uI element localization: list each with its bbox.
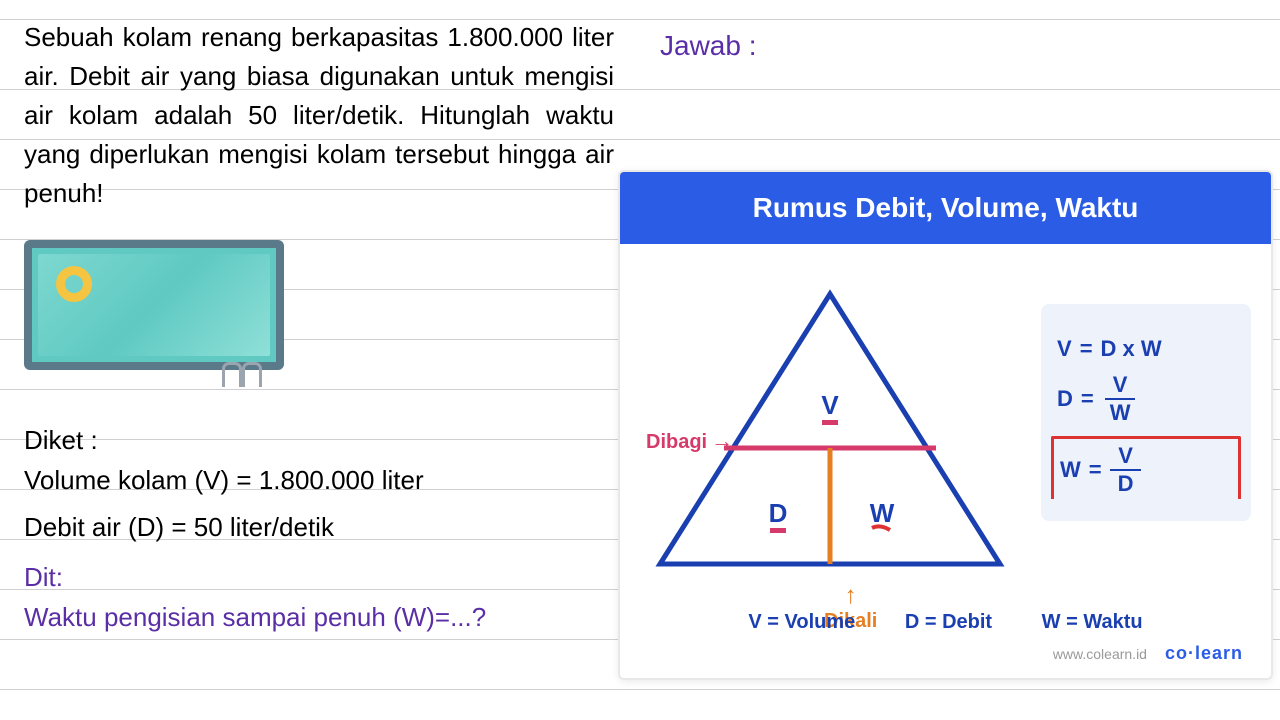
f2-lhs: D bbox=[1057, 386, 1073, 412]
answer-label: Jawab : bbox=[660, 30, 757, 62]
pool-ladder-icon bbox=[222, 362, 262, 384]
f3-den: D bbox=[1110, 471, 1142, 497]
f1-rhs: D x W bbox=[1101, 336, 1162, 362]
f3-fraction: V D bbox=[1110, 443, 1142, 497]
f2-fraction: V W bbox=[1102, 372, 1139, 426]
equals-sign: = bbox=[1081, 386, 1094, 412]
footer-brand: co·learn bbox=[1165, 643, 1243, 664]
given-section: Diket : Volume kolam (V) = 1.800.000 lit… bbox=[24, 420, 486, 637]
formula-w-highlighted: W = V D bbox=[1051, 436, 1241, 499]
float-ring-icon bbox=[56, 266, 92, 302]
problem-statement: Sebuah kolam renang berkapasitas 1.800.0… bbox=[24, 18, 614, 213]
formula-d: D = V W bbox=[1057, 372, 1235, 426]
diket-label: Diket : bbox=[24, 420, 486, 460]
pool-illustration bbox=[24, 240, 284, 370]
diket-volume: Volume kolam (V) = 1.800.000 liter bbox=[24, 460, 486, 500]
f2-num: V bbox=[1105, 372, 1136, 400]
legend-w: W = Waktu bbox=[1042, 611, 1143, 633]
equals-sign: = bbox=[1080, 336, 1093, 362]
legend-d: D = Debit bbox=[905, 611, 992, 633]
f1-lhs: V bbox=[1057, 336, 1072, 362]
legend-v: V = Volume bbox=[748, 611, 855, 633]
formula-triangle: V D W Dibagi Dikali bbox=[650, 274, 1010, 594]
formula-card: Rumus Debit, Volume, Waktu V D W Dibagi … bbox=[618, 170, 1273, 680]
formula-v: V = D x W bbox=[1057, 336, 1235, 362]
triangle-d-label: D bbox=[769, 498, 788, 528]
legend-row: V = Volume D = Debit W = Waktu bbox=[620, 611, 1271, 634]
dit-label: Dit: bbox=[24, 557, 486, 597]
dit-question: Waktu pengisian sampai penuh (W)=...? bbox=[24, 597, 486, 637]
formula-box: V = D x W D = V W W = V bbox=[1041, 304, 1251, 521]
triangle-w-label: W bbox=[870, 498, 895, 528]
diket-debit: Debit air (D) = 50 liter/detik bbox=[24, 507, 486, 547]
equals-sign: = bbox=[1089, 457, 1102, 483]
f3-lhs: W bbox=[1060, 457, 1081, 483]
card-title: Rumus Debit, Volume, Waktu bbox=[620, 172, 1271, 244]
divide-label: Dibagi bbox=[646, 428, 733, 454]
f2-den: W bbox=[1102, 400, 1139, 426]
card-body: V D W Dibagi Dikali V = D x W D bbox=[620, 244, 1271, 674]
footer-url: www.colearn.id bbox=[1053, 646, 1147, 662]
triangle-v-label: V bbox=[821, 390, 839, 420]
card-footer: www.colearn.id co·learn bbox=[1053, 643, 1243, 664]
worksheet-page: Sebuah kolam renang berkapasitas 1.800.0… bbox=[0, 0, 1280, 720]
f3-num: V bbox=[1110, 443, 1141, 471]
pool-water bbox=[38, 254, 270, 356]
